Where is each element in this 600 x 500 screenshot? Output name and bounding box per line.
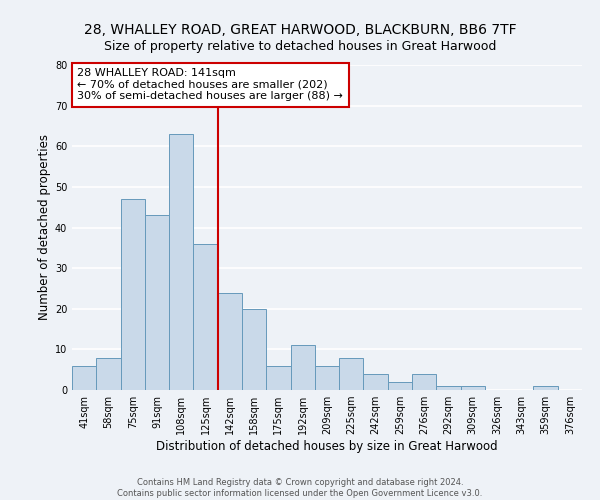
Bar	[193, 244, 218, 390]
Bar	[339, 358, 364, 390]
Bar	[145, 216, 169, 390]
Bar	[412, 374, 436, 390]
Bar	[242, 308, 266, 390]
Bar	[72, 366, 96, 390]
X-axis label: Distribution of detached houses by size in Great Harwood: Distribution of detached houses by size …	[156, 440, 498, 453]
Bar	[290, 346, 315, 390]
Bar	[533, 386, 558, 390]
Bar	[121, 199, 145, 390]
Text: 28, WHALLEY ROAD, GREAT HARWOOD, BLACKBURN, BB6 7TF: 28, WHALLEY ROAD, GREAT HARWOOD, BLACKBU…	[83, 22, 517, 36]
Bar	[315, 366, 339, 390]
Bar	[388, 382, 412, 390]
Y-axis label: Number of detached properties: Number of detached properties	[38, 134, 50, 320]
Text: 28 WHALLEY ROAD: 141sqm
← 70% of detached houses are smaller (202)
30% of semi-d: 28 WHALLEY ROAD: 141sqm ← 70% of detache…	[77, 68, 343, 102]
Bar	[461, 386, 485, 390]
Bar	[96, 358, 121, 390]
Text: Size of property relative to detached houses in Great Harwood: Size of property relative to detached ho…	[104, 40, 496, 53]
Bar	[364, 374, 388, 390]
Bar	[218, 292, 242, 390]
Bar	[436, 386, 461, 390]
Bar	[169, 134, 193, 390]
Bar	[266, 366, 290, 390]
Text: Contains HM Land Registry data © Crown copyright and database right 2024.
Contai: Contains HM Land Registry data © Crown c…	[118, 478, 482, 498]
